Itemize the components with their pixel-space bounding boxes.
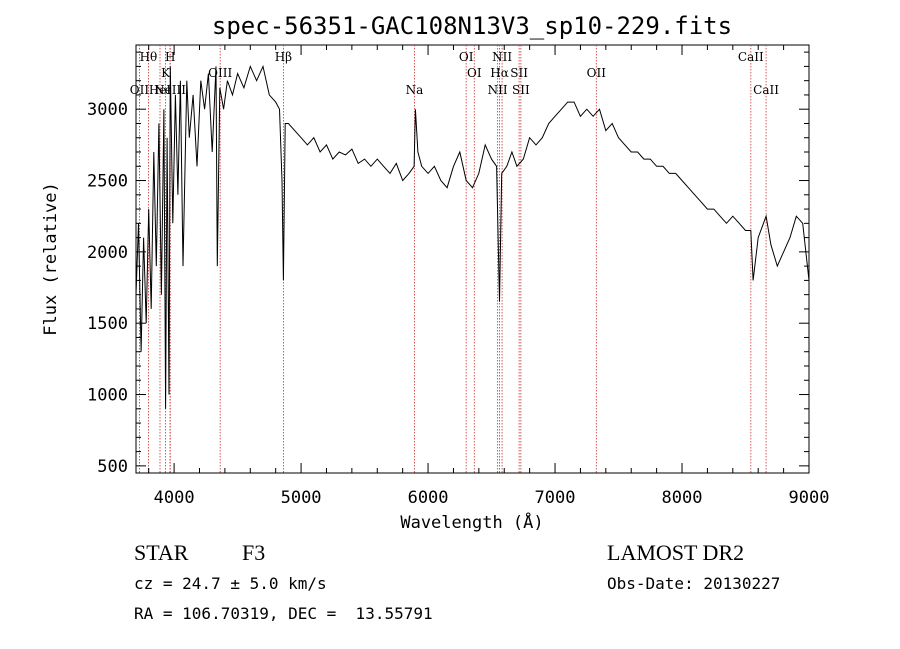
line-labels: HθOIIHKHeINeIIIOIIIHβNaOIOINIIHαNIISIISI… (130, 50, 779, 97)
y-tick-label: 1500 (87, 314, 128, 334)
line-label: OI (467, 66, 482, 80)
line-label: NII (488, 83, 508, 97)
x-tick-label: 7000 (535, 488, 576, 508)
line-label: SII (512, 83, 530, 97)
line-label: H (165, 50, 175, 64)
line-label: Na (406, 83, 424, 97)
line-label: CaII (753, 83, 779, 97)
survey-name: LAMOST DR2 (607, 540, 745, 565)
line-label: OI (459, 50, 474, 64)
y-axis-label: Flux (relative) (41, 182, 61, 336)
y-tick-label: 2000 (87, 243, 128, 263)
line-label: NII (492, 50, 512, 64)
line-label: SII (510, 66, 528, 80)
object-class: STAR (134, 540, 189, 565)
line-label: OIII (208, 66, 232, 80)
plot-frame (135, 44, 810, 474)
line-label: Hθ (140, 50, 158, 64)
line-label: Hβ (275, 50, 292, 64)
x-axis-label: Wavelength (Å) (400, 511, 543, 533)
x-tick-label: 4000 (154, 488, 195, 508)
x-axis-ticks: 4000 5000 6000 7000 8000 9000 (148, 45, 830, 508)
line-markers (139, 45, 767, 473)
obs-date: Obs-Date: 20130227 (607, 574, 781, 593)
x-tick-label: 8000 (662, 488, 703, 508)
line-label: HeI (149, 83, 172, 97)
y-tick-label: 2500 (87, 172, 128, 192)
coordinates: RA = 106.70319, DEC = 13.55791 (134, 604, 433, 623)
object-subclass: F3 (242, 540, 266, 565)
y-tick-label: 1000 (87, 386, 128, 406)
x-tick-label: 5000 (281, 488, 322, 508)
x-tick-label: 6000 (408, 488, 449, 508)
spectrum-line (135, 64, 810, 409)
x-tick-label: 9000 (789, 488, 830, 508)
chart-title: spec-56351-GAC108N13V3_sp10-229.fits (212, 12, 732, 40)
line-label: OII (587, 66, 607, 80)
y-tick-label: 3000 (87, 100, 128, 120)
line-label: Hα (490, 66, 509, 80)
y-axis-ticks: 500 1000 1500 2000 2500 3000 (87, 51, 809, 477)
line-label: CaII (738, 50, 764, 64)
line-label: OII (130, 83, 150, 97)
redshift-readout: cz = 24.7 ± 5.0 km/s (134, 574, 327, 593)
y-tick-label: 500 (97, 457, 128, 477)
line-label: K (161, 66, 171, 80)
